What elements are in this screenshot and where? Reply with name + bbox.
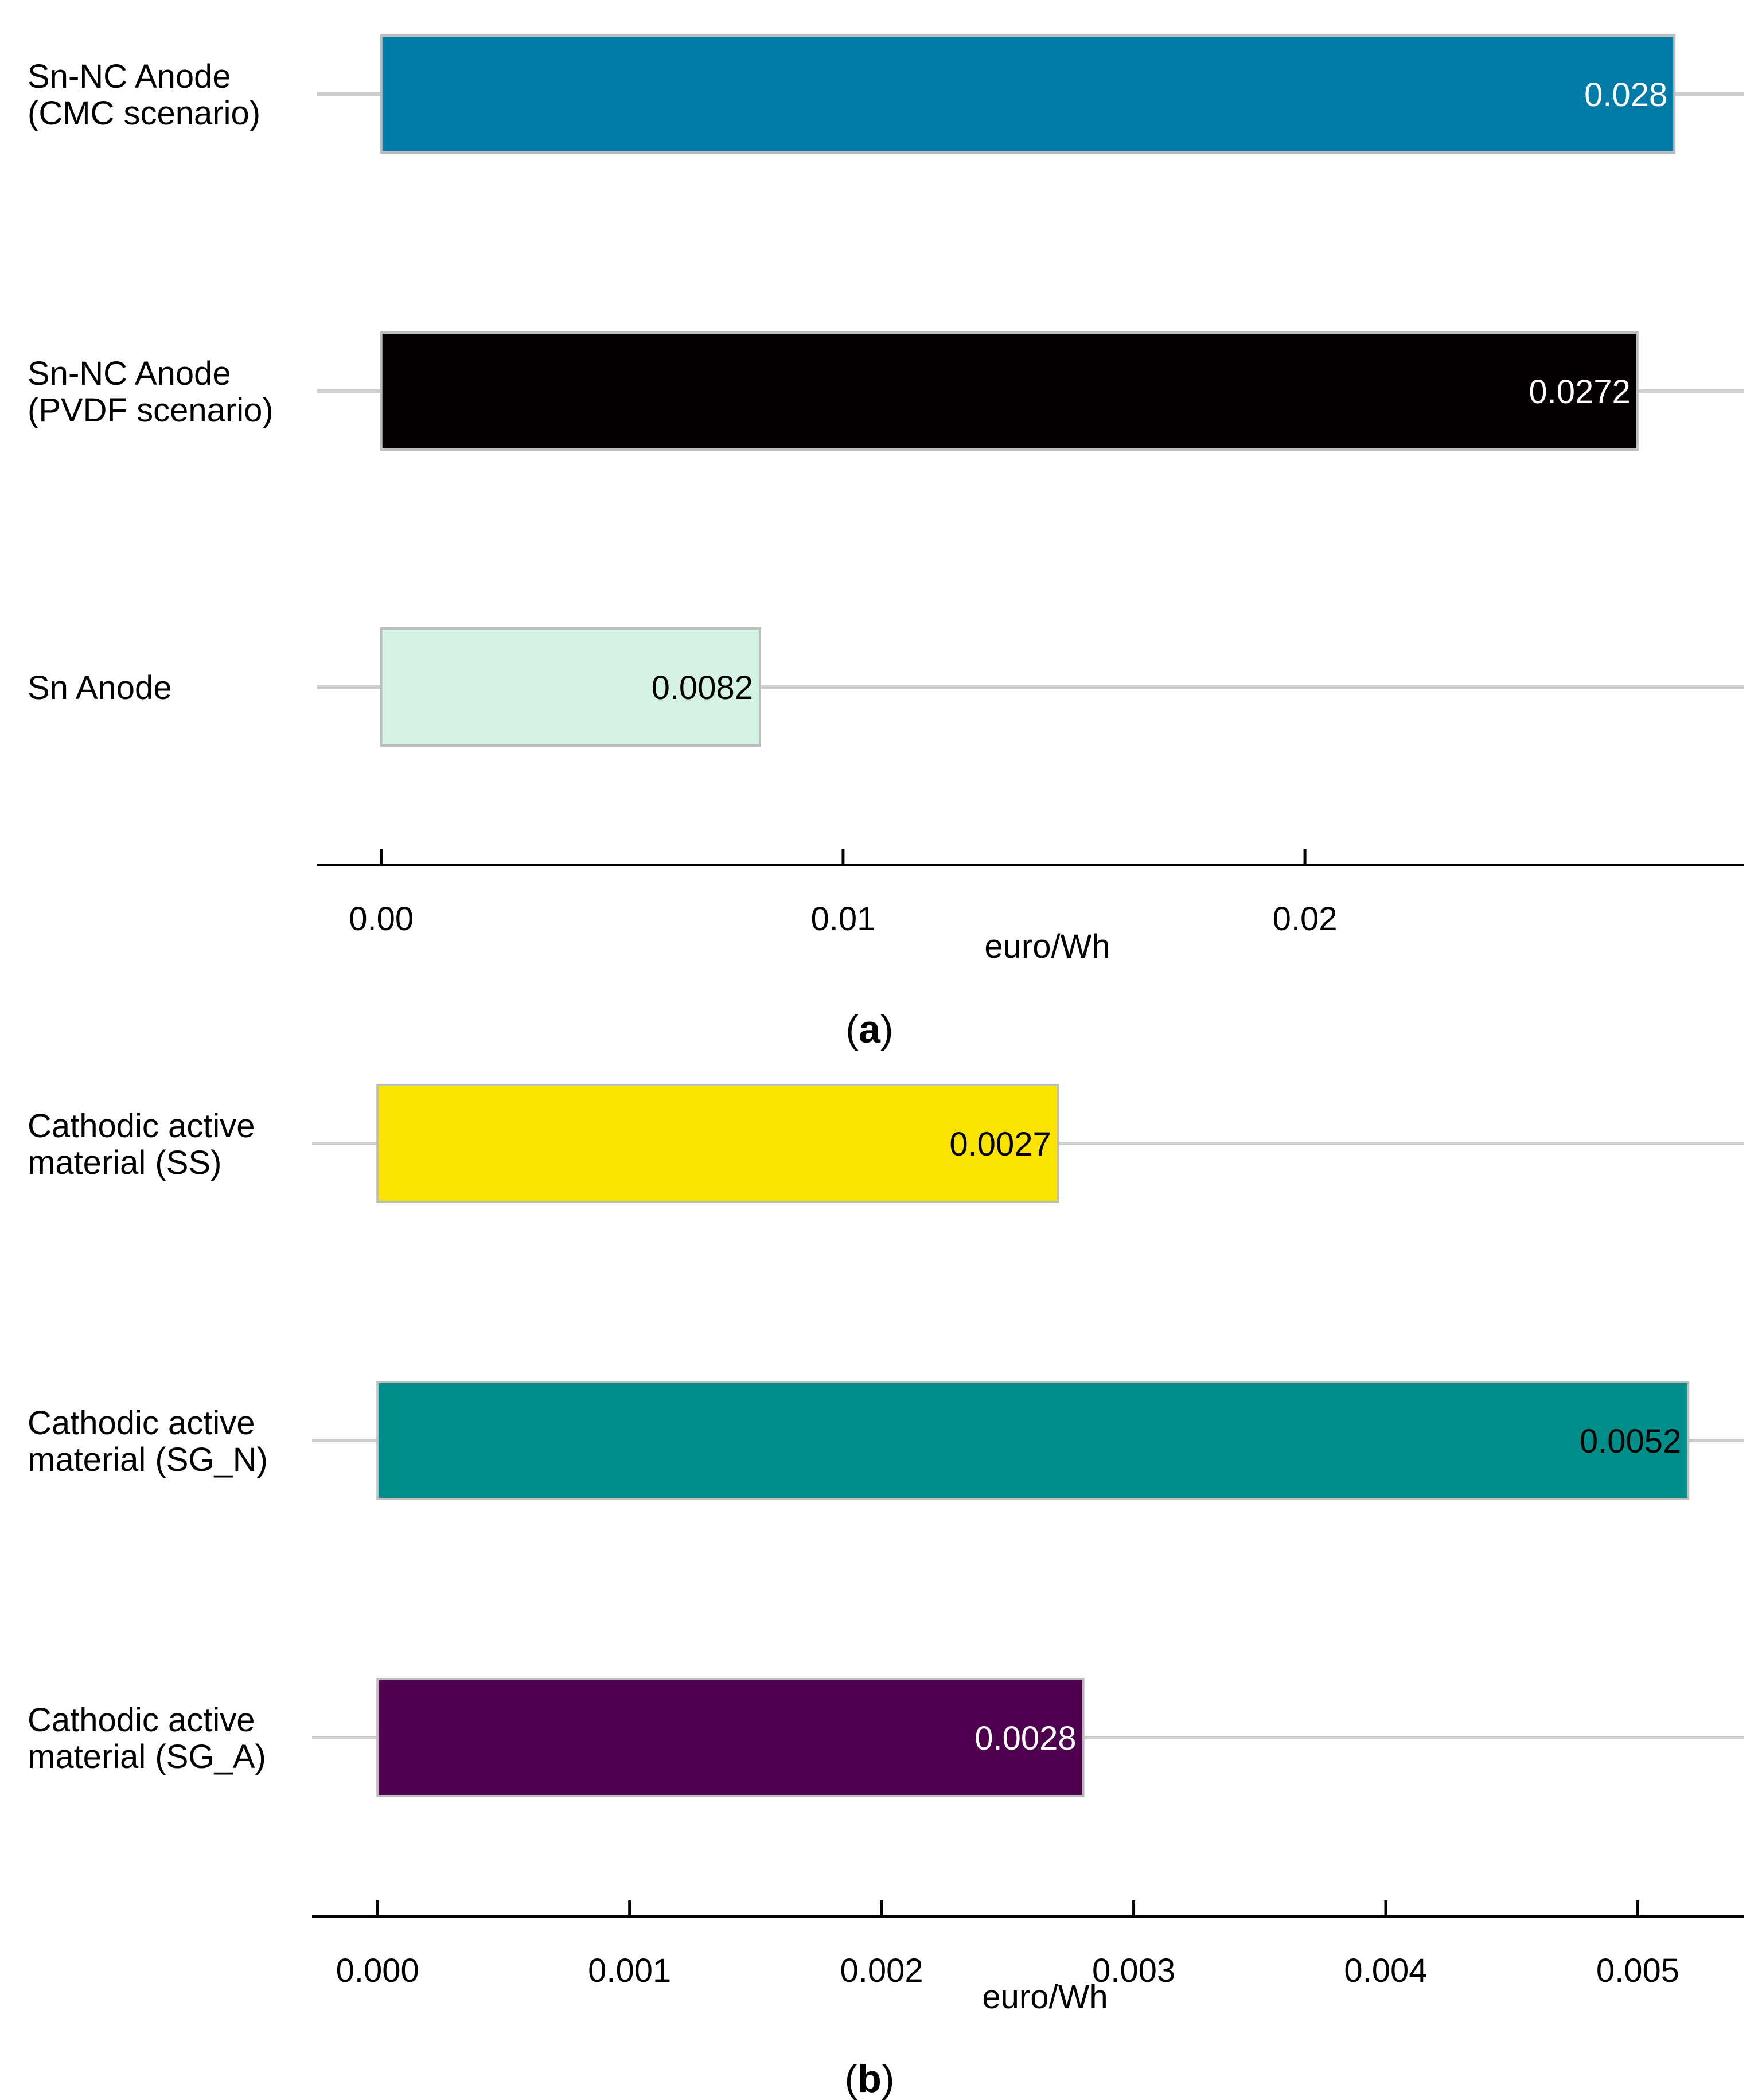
bar-value-label: 0.0272 — [1529, 373, 1630, 411]
category-label-line: Cathodic active — [28, 1701, 255, 1739]
category-label-line: (CMC scenario) — [28, 95, 260, 132]
bar — [376, 1678, 1085, 1797]
category-label-line: Cathodic active — [28, 1107, 255, 1145]
category-label-line: (PVDF scenario) — [28, 392, 274, 429]
x-axis-title: euro/Wh — [982, 1978, 1108, 2016]
bar — [380, 627, 761, 747]
bar-value-label: 0.0082 — [652, 669, 753, 706]
category-label-line: material (SG_N) — [28, 1441, 268, 1478]
panel-caption-open: ( — [845, 1008, 859, 1051]
x-tick-label: 0.002 — [840, 1952, 923, 1989]
panel-caption-close: ) — [880, 1008, 894, 1051]
x-axis-title: euro/Wh — [984, 928, 1110, 965]
x-tick-label: 0.01 — [810, 900, 875, 938]
bar-value-label: 0.028 — [1584, 76, 1667, 114]
bar-value-label: 0.0027 — [949, 1126, 1051, 1163]
category-label: Cathodic active material (SG_A) — [28, 1701, 266, 1775]
bar — [376, 1084, 1059, 1203]
category-label: Sn-NC Anode (PVDF scenario) — [28, 355, 274, 429]
x-tick-label: 0.004 — [1344, 1952, 1427, 1989]
x-tick-label: 0.005 — [1596, 1952, 1679, 1989]
category-label-line: Sn Anode — [28, 669, 172, 706]
category-label: Cathodic active material (SG_N) — [28, 1404, 268, 1478]
panel-caption-close: ) — [882, 2057, 895, 2100]
bar — [380, 331, 1639, 451]
x-tick-label: 0.02 — [1273, 900, 1338, 938]
panel-caption-open: ( — [845, 2057, 858, 2100]
panel-caption: (b) — [845, 2057, 895, 2100]
category-label-line: Sn-NC Anode — [28, 58, 231, 95]
x-tick-label: 0.003 — [1092, 1952, 1175, 1989]
bar-value-label: 0.0028 — [974, 1720, 1076, 1757]
category-label-line: Sn-NC Anode — [28, 355, 231, 392]
category-label: Cathodic active material (SS) — [28, 1107, 255, 1181]
panel-caption: (a) — [845, 1008, 893, 1051]
bar — [380, 34, 1676, 154]
panel-caption-letter: a — [859, 1008, 881, 1051]
category-label: Sn Anode — [28, 669, 172, 706]
category-label-line: material (SG_A) — [28, 1738, 266, 1775]
category-label-line: material (SS) — [28, 1144, 221, 1181]
x-tick-label: 0.001 — [588, 1952, 671, 1989]
x-tick-label: 0.00 — [349, 900, 414, 938]
x-tick-label: 0.000 — [336, 1952, 419, 1989]
panel-caption-letter: b — [857, 2057, 882, 2100]
category-label: Sn-NC Anode (CMC scenario) — [28, 58, 260, 132]
bar-value-label: 0.0052 — [1580, 1423, 1681, 1460]
category-label-line: Cathodic active — [28, 1404, 255, 1442]
bar — [376, 1381, 1690, 1500]
